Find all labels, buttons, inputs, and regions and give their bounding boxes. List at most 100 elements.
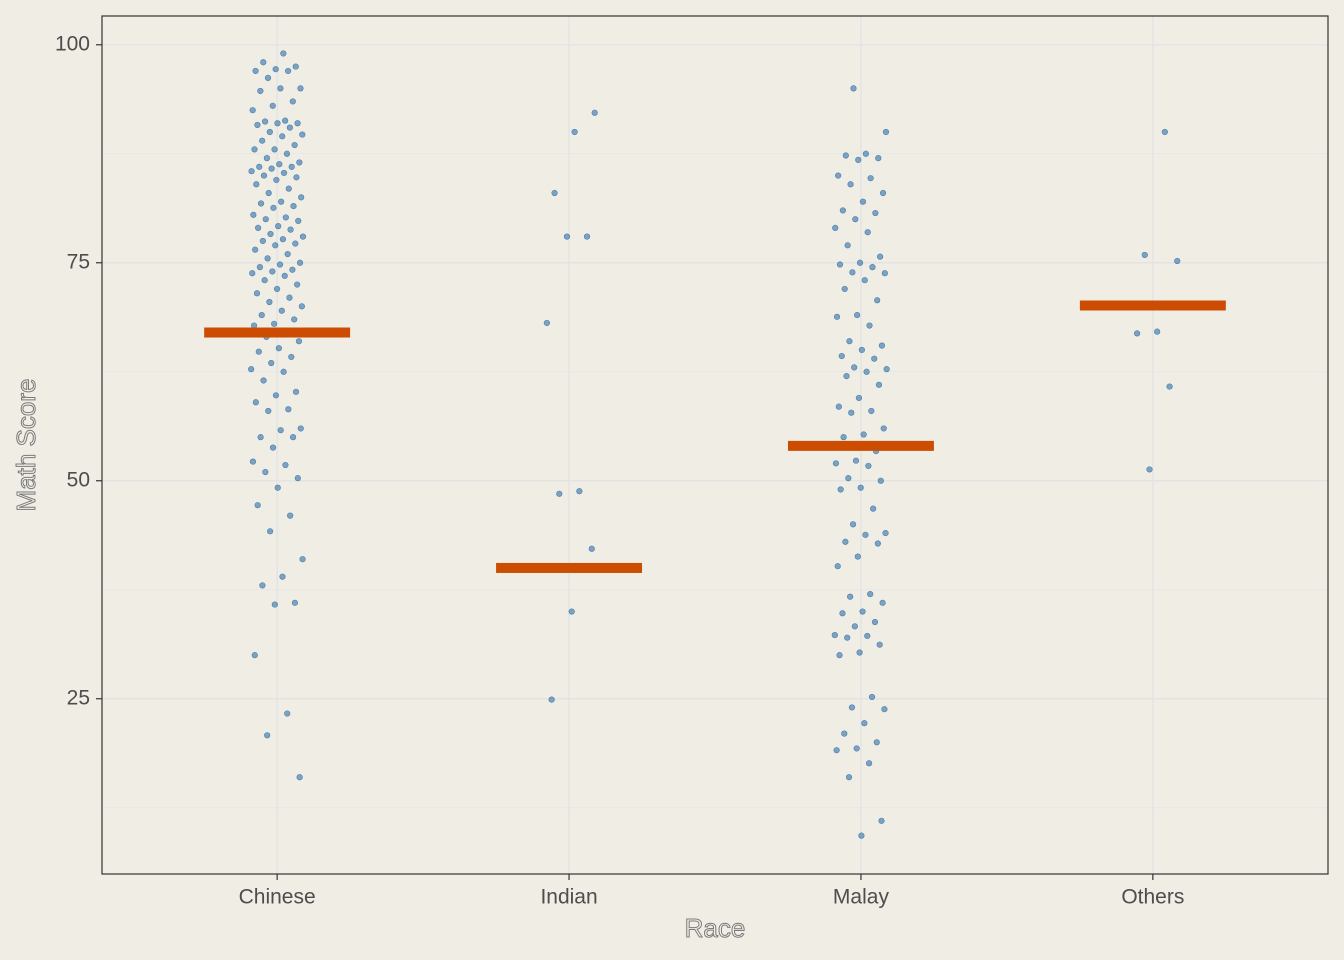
point: [259, 137, 266, 144]
point: [273, 285, 281, 293]
point: [285, 406, 292, 413]
point: [252, 67, 259, 75]
point: [563, 233, 571, 240]
point: [840, 434, 847, 441]
point: [851, 623, 858, 630]
point: [836, 261, 844, 268]
point: [268, 359, 275, 367]
point: [290, 202, 297, 210]
point: [845, 774, 853, 781]
point: [294, 120, 301, 127]
point: [855, 394, 863, 402]
point: [873, 739, 880, 746]
point: [267, 230, 274, 238]
point: [868, 693, 876, 701]
point: [858, 832, 865, 839]
point: [839, 207, 846, 214]
point: [286, 124, 293, 131]
point: [869, 264, 876, 271]
y-tick-label: 50: [67, 468, 90, 491]
point: [867, 591, 874, 598]
point: [833, 313, 841, 320]
point: [882, 128, 890, 136]
point: [262, 468, 269, 476]
point: [274, 120, 281, 127]
point: [853, 745, 860, 752]
point: [257, 200, 265, 207]
point: [556, 490, 563, 497]
point: [287, 226, 294, 233]
point: [288, 353, 295, 361]
point: [250, 211, 257, 218]
point: [264, 74, 272, 82]
point: [278, 198, 285, 205]
point: [849, 269, 856, 276]
point: [548, 696, 555, 703]
point: [264, 255, 271, 262]
point: [841, 730, 848, 737]
marks: [204, 50, 1226, 839]
point: [865, 462, 872, 470]
point: [831, 631, 838, 639]
mean-bar: [1079, 300, 1226, 311]
point: [576, 488, 583, 495]
point: [264, 732, 271, 739]
x-tick-label: Others: [1121, 886, 1184, 909]
point: [296, 774, 303, 781]
mean-bar: [496, 562, 643, 573]
x-tick-label: Chinese: [239, 886, 316, 909]
point: [270, 204, 277, 211]
point: [871, 355, 878, 362]
point: [862, 531, 869, 538]
point: [872, 209, 879, 217]
point: [274, 484, 281, 491]
mean-bar: [204, 327, 351, 338]
point: [837, 486, 844, 493]
point: [249, 107, 256, 114]
mean-bar: [787, 440, 934, 451]
y-tick-label: 100: [55, 32, 90, 55]
point: [248, 366, 255, 373]
point: [838, 352, 845, 360]
point: [858, 346, 865, 354]
point: [266, 528, 274, 535]
point: [876, 641, 883, 648]
point: [878, 817, 885, 824]
point: [551, 189, 558, 197]
point: [269, 268, 276, 275]
point: [291, 141, 298, 149]
point: [1146, 466, 1153, 473]
point: [543, 319, 550, 327]
point: [249, 458, 257, 465]
point: [275, 345, 282, 352]
point: [253, 290, 261, 297]
point: [266, 128, 273, 136]
point: [280, 169, 288, 177]
point: [282, 461, 289, 469]
point: [294, 475, 301, 482]
point: [276, 161, 283, 168]
point: [250, 322, 258, 329]
point: [291, 599, 298, 606]
point: [279, 133, 286, 140]
point: [260, 377, 267, 384]
point: [280, 368, 287, 375]
point: [848, 409, 855, 416]
point: [877, 477, 884, 484]
point: [259, 237, 266, 245]
point: [851, 364, 858, 371]
point: [284, 710, 291, 717]
y-tick-label: 75: [67, 250, 90, 273]
x-tick-label: Malay: [833, 886, 890, 909]
point: [262, 216, 269, 223]
point: [289, 98, 296, 105]
point: [291, 316, 298, 323]
point: [850, 85, 857, 92]
point: [870, 505, 877, 512]
point: [861, 277, 868, 284]
point: [845, 475, 852, 482]
point: [271, 601, 278, 608]
point: [258, 311, 265, 319]
